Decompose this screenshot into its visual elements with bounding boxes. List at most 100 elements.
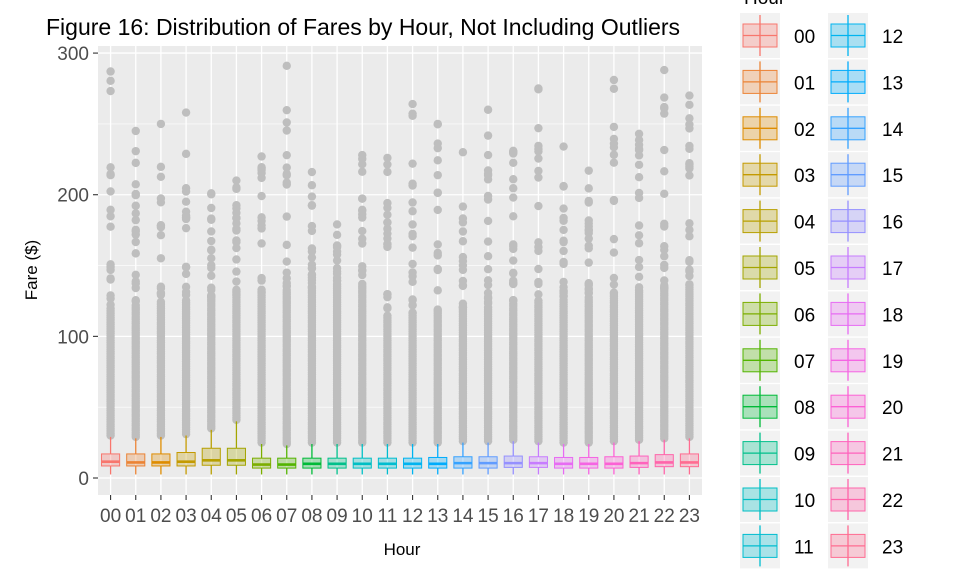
outlier-point (509, 158, 518, 167)
box-body (604, 456, 624, 469)
legend-item-12: 12 (828, 13, 903, 58)
outlier-point (307, 263, 317, 273)
outlier-point (106, 205, 115, 215)
outlier-point (609, 288, 619, 297)
outlier-point (584, 222, 593, 231)
outlier-point (660, 283, 669, 293)
outlier-point (383, 304, 392, 313)
outlier-point (156, 221, 166, 230)
x-tick-label: 16 (503, 506, 524, 527)
outlier-point (660, 65, 669, 75)
outlier-point (232, 214, 241, 223)
outlier-point (358, 234, 367, 243)
outlier-point (181, 149, 191, 159)
x-tick-label: 23 (679, 506, 700, 527)
outlier-point (408, 181, 417, 190)
box-21 (629, 441, 649, 475)
legend-item-17: 17 (828, 245, 903, 290)
outlier-point (332, 267, 342, 276)
outlier-point (131, 189, 140, 199)
outlier-point (685, 124, 694, 133)
legend-label: 18 (882, 305, 903, 326)
outlier-point (332, 243, 342, 252)
outlier-point (685, 225, 694, 235)
box-body (252, 457, 272, 469)
outlier-point (685, 232, 694, 241)
outlier-point (559, 282, 568, 292)
outlier-point (282, 169, 291, 179)
outlier-point (307, 200, 317, 210)
outlier-point (458, 281, 468, 291)
outlier-point (433, 264, 442, 274)
box-body (101, 453, 121, 467)
outlier-point (634, 231, 644, 240)
legend-label: 10 (794, 491, 815, 512)
outlier-point (207, 263, 216, 273)
plot-panel (98, 46, 702, 495)
box-01 (126, 438, 146, 475)
outlier-point (559, 142, 568, 151)
outlier-point (257, 216, 266, 226)
box-15 (478, 442, 498, 475)
outlier-point (282, 61, 291, 71)
box-12 (403, 444, 423, 475)
outlier-point (408, 301, 417, 310)
outlier-point (483, 252, 493, 261)
outlier-point (207, 253, 216, 263)
outlier-point (483, 276, 493, 285)
outlier-point (458, 214, 468, 223)
outlier-point (282, 105, 291, 115)
outlier-point (106, 76, 115, 86)
outlier-point (181, 197, 191, 206)
box-body (277, 457, 297, 469)
outlier-point (685, 171, 694, 180)
outlier-point (232, 176, 241, 185)
outlier-point (408, 198, 417, 207)
outlier-point (408, 207, 417, 216)
x-tick-label: 21 (629, 506, 650, 527)
outlier-point (584, 166, 593, 175)
box-03 (176, 435, 196, 475)
box-body (629, 455, 649, 468)
outlier-point (232, 237, 241, 247)
outlier-point (307, 181, 317, 190)
outlier-point (332, 250, 342, 259)
legend-item-09: 09 (740, 430, 815, 476)
box-body (226, 447, 246, 466)
outlier-point (383, 167, 392, 177)
outlier-point (559, 225, 568, 235)
outlier-point (609, 122, 619, 132)
outlier-point (181, 207, 191, 216)
outlier-point (156, 289, 166, 298)
outlier-point (332, 220, 342, 229)
outlier-point (383, 198, 392, 208)
outlier-point (282, 150, 291, 160)
outlier-point (408, 259, 417, 269)
outlier-point (509, 269, 518, 278)
outlier-point (332, 230, 342, 240)
chart-title: Figure 16: Distribution of Fares by Hour… (46, 14, 680, 40)
outlier-point (332, 273, 342, 283)
outlier-point (131, 283, 140, 293)
outlier-point (207, 246, 216, 255)
x-tick-label: 00 (100, 506, 121, 527)
outlier-point (282, 240, 291, 250)
outlier-point (685, 160, 694, 169)
outlier-point (534, 84, 543, 93)
y-tick-label: 200 (57, 186, 89, 207)
outlier-point (509, 146, 518, 156)
outlier-point (156, 172, 166, 181)
legend-label: 23 (882, 537, 903, 558)
outlier-point (257, 191, 266, 201)
outlier-point (534, 166, 543, 176)
outlier-point (634, 188, 644, 198)
legend-label: 14 (882, 120, 904, 141)
outlier-point (584, 278, 593, 288)
outlier-point (509, 184, 518, 193)
outlier-point (282, 118, 291, 127)
outlier-point (634, 160, 644, 170)
outlier-point (433, 143, 442, 153)
outlier-point (106, 265, 115, 275)
outlier-point (584, 258, 593, 267)
legend-label: 04 (794, 213, 816, 234)
